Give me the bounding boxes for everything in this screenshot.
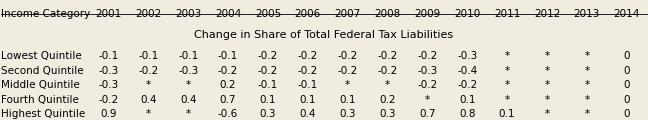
Text: 2007: 2007 (334, 9, 361, 19)
Text: *: * (185, 80, 191, 90)
Text: 0.1: 0.1 (459, 95, 476, 105)
Text: -0.1: -0.1 (297, 80, 318, 90)
Text: *: * (544, 95, 550, 105)
Text: 2001: 2001 (95, 9, 122, 19)
Text: -0.3: -0.3 (178, 66, 198, 76)
Text: 0.4: 0.4 (299, 109, 316, 119)
Text: *: * (146, 80, 151, 90)
Text: 2012: 2012 (534, 9, 560, 19)
Text: 2006: 2006 (295, 9, 321, 19)
Text: 0: 0 (623, 51, 630, 61)
Text: 0.1: 0.1 (260, 95, 276, 105)
Text: -0.6: -0.6 (218, 109, 238, 119)
Text: -0.3: -0.3 (98, 66, 119, 76)
Text: -0.2: -0.2 (377, 51, 398, 61)
Text: 2004: 2004 (215, 9, 241, 19)
Text: *: * (584, 95, 590, 105)
Text: -0.2: -0.2 (377, 66, 398, 76)
Text: *: * (584, 109, 590, 119)
Text: *: * (425, 95, 430, 105)
Text: -0.1: -0.1 (258, 80, 278, 90)
Text: 0.2: 0.2 (379, 95, 396, 105)
Text: -0.2: -0.2 (98, 95, 119, 105)
Text: *: * (505, 95, 509, 105)
Text: *: * (584, 51, 590, 61)
Text: 0.3: 0.3 (260, 109, 276, 119)
Text: *: * (185, 109, 191, 119)
Text: *: * (584, 80, 590, 90)
Text: *: * (505, 51, 509, 61)
Text: 0: 0 (623, 95, 630, 105)
Text: 0.1: 0.1 (499, 109, 515, 119)
Text: -0.2: -0.2 (297, 51, 318, 61)
Text: 0.8: 0.8 (459, 109, 476, 119)
Text: -0.2: -0.2 (338, 66, 358, 76)
Text: *: * (505, 80, 509, 90)
Text: -0.3: -0.3 (417, 66, 437, 76)
Text: 0.9: 0.9 (100, 109, 117, 119)
Text: 0: 0 (623, 109, 630, 119)
Text: *: * (544, 80, 550, 90)
Text: *: * (584, 66, 590, 76)
Text: -0.2: -0.2 (417, 80, 437, 90)
Text: -0.2: -0.2 (297, 66, 318, 76)
Text: 0.4: 0.4 (180, 95, 196, 105)
Text: 2009: 2009 (414, 9, 441, 19)
Text: -0.3: -0.3 (98, 80, 119, 90)
Text: Fourth Quintile: Fourth Quintile (1, 95, 79, 105)
Text: -0.1: -0.1 (178, 51, 198, 61)
Text: -0.2: -0.2 (258, 51, 278, 61)
Text: *: * (544, 109, 550, 119)
Text: -0.1: -0.1 (138, 51, 158, 61)
Text: 0.1: 0.1 (340, 95, 356, 105)
Text: *: * (385, 80, 390, 90)
Text: 2005: 2005 (255, 9, 281, 19)
Text: -0.2: -0.2 (218, 66, 238, 76)
Text: 2014: 2014 (614, 9, 640, 19)
Text: Middle Quintile: Middle Quintile (1, 80, 80, 90)
Text: -0.1: -0.1 (218, 51, 238, 61)
Text: Change in Share of Total Federal Tax Liabilities: Change in Share of Total Federal Tax Lia… (194, 30, 454, 40)
Text: 2013: 2013 (573, 9, 600, 19)
Text: 0.2: 0.2 (220, 80, 237, 90)
Text: *: * (544, 51, 550, 61)
Text: 2011: 2011 (494, 9, 520, 19)
Text: Highest Quintile: Highest Quintile (1, 109, 86, 119)
Text: 0.7: 0.7 (220, 95, 237, 105)
Text: *: * (146, 109, 151, 119)
Text: 0: 0 (623, 66, 630, 76)
Text: -0.3: -0.3 (457, 51, 478, 61)
Text: Lowest Quintile: Lowest Quintile (1, 51, 82, 61)
Text: 2008: 2008 (375, 9, 400, 19)
Text: 0.3: 0.3 (340, 109, 356, 119)
Text: 2002: 2002 (135, 9, 161, 19)
Text: *: * (345, 80, 350, 90)
Text: *: * (505, 66, 509, 76)
Text: 2010: 2010 (454, 9, 480, 19)
Text: -0.2: -0.2 (258, 66, 278, 76)
Text: 0.4: 0.4 (140, 95, 157, 105)
Text: -0.2: -0.2 (457, 80, 478, 90)
Text: 0.3: 0.3 (379, 109, 396, 119)
Text: -0.1: -0.1 (98, 51, 119, 61)
Text: -0.2: -0.2 (138, 66, 158, 76)
Text: -0.4: -0.4 (457, 66, 478, 76)
Text: 2003: 2003 (175, 9, 202, 19)
Text: -0.2: -0.2 (417, 51, 437, 61)
Text: 0.1: 0.1 (299, 95, 316, 105)
Text: -0.2: -0.2 (338, 51, 358, 61)
Text: 0: 0 (623, 80, 630, 90)
Text: Second Quintile: Second Quintile (1, 66, 84, 76)
Text: 0.7: 0.7 (419, 109, 435, 119)
Text: Income Category: Income Category (1, 9, 91, 19)
Text: *: * (544, 66, 550, 76)
